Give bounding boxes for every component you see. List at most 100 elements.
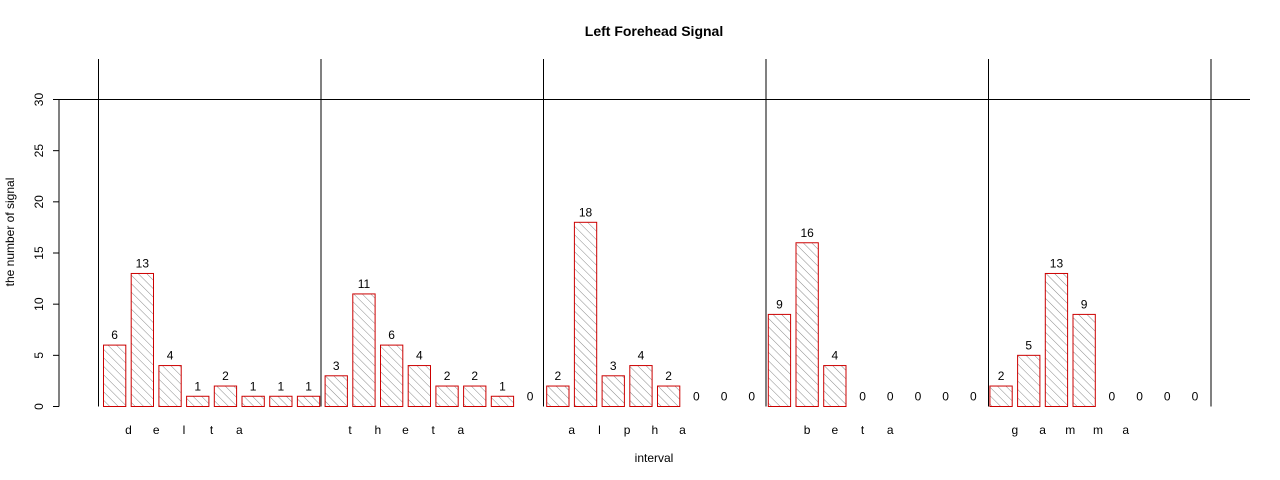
bar: [573, 221, 598, 407]
bar-value-label: 2: [555, 369, 562, 383]
bar: [269, 395, 293, 407]
group-letter: m: [1065, 423, 1075, 437]
bar: [767, 313, 792, 407]
bar-value-label: 0: [748, 390, 755, 404]
bar-value-label: 0: [942, 390, 949, 404]
bar: [352, 293, 376, 407]
bar-value-label: 6: [111, 328, 118, 342]
bar-value-label: 2: [222, 369, 229, 383]
bar: [158, 365, 182, 408]
group-letter: m: [1093, 423, 1103, 437]
bar-value-label: 5: [1025, 338, 1032, 352]
bar: [1044, 272, 1069, 408]
group-letter: t: [861, 423, 865, 437]
group-letter: a: [568, 423, 575, 437]
bar: [490, 395, 515, 407]
bar: [324, 375, 348, 407]
bar-value-label: 2: [998, 369, 1005, 383]
bar-value-label: 0: [1136, 390, 1143, 404]
bar-value-label: 0: [693, 390, 700, 404]
bar: [213, 385, 238, 407]
bar-value-label: 13: [136, 256, 150, 270]
y-tick-label: 25: [32, 144, 46, 158]
bar: [380, 344, 404, 408]
bar-value-label: 0: [1109, 390, 1116, 404]
group-letter: t: [348, 423, 352, 437]
bar: [823, 365, 847, 408]
bar-value-label: 18: [579, 205, 593, 219]
bar: [795, 242, 819, 407]
y-tick-label: 15: [32, 246, 46, 260]
bar-value-label: 2: [665, 369, 672, 383]
group-letter: t: [210, 423, 214, 437]
group-letter: a: [1039, 423, 1046, 437]
group-letter: t: [432, 423, 436, 437]
group-letter: a: [458, 423, 465, 437]
bar: [407, 365, 432, 408]
bar: [186, 395, 210, 407]
group-letter: a: [887, 423, 894, 437]
group-letter: l: [183, 423, 186, 437]
bar-value-label: 2: [471, 369, 478, 383]
group-letter: a: [236, 423, 243, 437]
bar-value-label: 0: [527, 390, 534, 404]
y-axis-label: the number of signal: [3, 178, 17, 287]
group-letter: b: [804, 423, 811, 437]
y-tick-label: 30: [32, 93, 46, 107]
bar-value-label: 1: [499, 379, 506, 393]
bar-value-label: 6: [388, 328, 395, 342]
bar-value-label: 0: [1192, 390, 1199, 404]
y-tick-label: 5: [32, 352, 46, 359]
bar-value-label: 1: [250, 379, 257, 393]
bar-value-label: 0: [1164, 390, 1171, 404]
bar-value-label: 0: [887, 390, 894, 404]
bar: [657, 385, 681, 407]
group-letter: g: [1012, 423, 1019, 437]
bar-value-label: 3: [333, 359, 340, 373]
bar: [130, 272, 154, 408]
bar: [463, 385, 487, 407]
bar-value-label: 1: [305, 379, 312, 393]
chart-title: Left Forehead Signal: [585, 23, 723, 39]
group-letter: d: [125, 423, 132, 437]
bar-value-label: 0: [859, 390, 866, 404]
bars: [103, 221, 1096, 408]
bar: [1072, 313, 1096, 407]
y-tick-label: 20: [32, 195, 46, 209]
bar-value-label: 4: [416, 349, 423, 363]
y-tick-label: 0: [32, 403, 46, 410]
x-axis-label: interval: [635, 451, 674, 465]
group-letter: h: [651, 423, 658, 437]
bar: [601, 375, 625, 407]
bar: [1017, 354, 1041, 408]
bar-value-label: 1: [278, 379, 285, 393]
bar-value-label: 9: [1081, 297, 1088, 311]
bar-value-label: 11: [358, 277, 371, 291]
bar: [296, 395, 321, 407]
bar: [989, 385, 1013, 407]
bar-value-label: 4: [832, 349, 839, 363]
group-letter: e: [402, 423, 409, 437]
bar: [435, 385, 459, 407]
bar: [241, 395, 265, 407]
bar-value-label: 4: [638, 349, 645, 363]
bar-value-label: 0: [970, 390, 977, 404]
bar-value-label: 13: [1050, 256, 1064, 270]
bar-value-label: 2: [444, 369, 451, 383]
group-letter: a: [1122, 423, 1129, 437]
y-tick-label: 10: [32, 297, 46, 311]
bar: [103, 344, 127, 408]
bar-value-label: 9: [776, 297, 783, 311]
bar-value-label: 16: [800, 226, 814, 240]
bar-value-label: 1: [194, 379, 201, 393]
bar: [546, 385, 570, 407]
group-letter: e: [832, 423, 839, 437]
bar-value-label: 0: [721, 390, 728, 404]
y-axis: 0 5 10 15 20 25 30: [32, 93, 60, 410]
bar-value-label: 0: [915, 390, 922, 404]
group-letter: l: [598, 423, 601, 437]
reference-lines: [59, 59, 1250, 407]
